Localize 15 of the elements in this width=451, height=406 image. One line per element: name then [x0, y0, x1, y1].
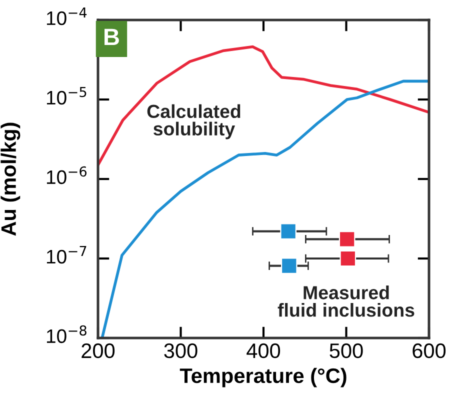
x-tick-label: 600 — [412, 343, 446, 358]
y-tick-label: 10$^{−8}$ — [46, 325, 86, 344]
y-axis-title: Au (mol/kg) — [0, 122, 20, 236]
x-axis-title: Temperature (°C) — [180, 368, 346, 388]
annotation: B — [104, 28, 119, 46]
x-tick-label: 500 — [330, 343, 363, 358]
x-tick-label: 300 — [164, 343, 198, 358]
x-tick-label: 400 — [246, 343, 280, 358]
y-tick-label: 10$^{−7}$ — [46, 246, 86, 264]
annotation: Calculated solubility — [147, 104, 240, 140]
y-tick-label: 10$^{−6}$ — [46, 166, 87, 184]
x-tick-label: 200 — [82, 343, 115, 358]
annotation: Measured fluid inclusions — [278, 286, 414, 317]
y-tick-label: 10$^{−4}$ — [46, 8, 87, 26]
y-tick-label: 10$^{−5}$ — [46, 87, 86, 105]
